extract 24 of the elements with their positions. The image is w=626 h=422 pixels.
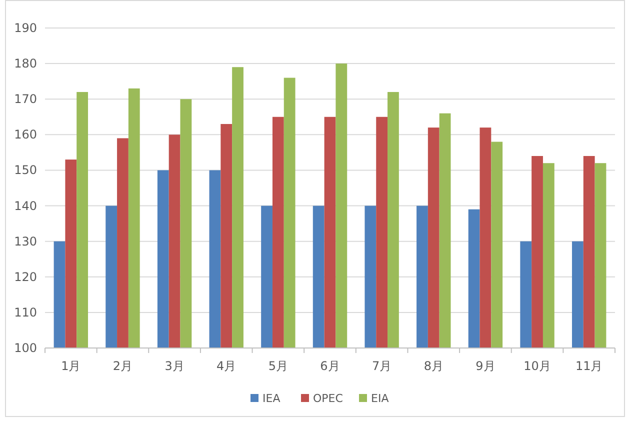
x-tick-label: 10月 xyxy=(524,359,551,373)
x-tick-label: 5月 xyxy=(268,359,288,373)
y-tick-label: 100 xyxy=(14,341,37,355)
y-tick-label: 170 xyxy=(14,92,37,106)
y-tick-label: 120 xyxy=(14,270,37,284)
y-tick-label: 180 xyxy=(14,56,37,71)
y-tick-label: 110 xyxy=(14,305,37,320)
legend-label: EIA xyxy=(371,392,390,405)
y-tick-label: 130 xyxy=(14,234,37,248)
x-tick-label: 4月 xyxy=(216,359,236,373)
x-tick-label: 11月 xyxy=(575,359,603,373)
x-tick-label: 9月 xyxy=(476,359,496,373)
y-tick-label: 140 xyxy=(14,198,37,213)
x-tick-label: 3月 xyxy=(164,359,184,373)
y-tick-label: 190 xyxy=(14,21,37,35)
y-tick-label: 160 xyxy=(14,128,37,142)
legend-label: IEA xyxy=(262,392,281,405)
x-tick-label: 2月 xyxy=(112,359,133,373)
x-tick-label: 1月 xyxy=(61,359,81,373)
x-tick-label: 7月 xyxy=(372,359,392,373)
legend-label: OPEC xyxy=(313,392,344,405)
y-tick-label: 150 xyxy=(14,163,37,178)
x-tick-label: 6月 xyxy=(320,359,340,373)
x-tick-label: 8月 xyxy=(424,359,444,373)
